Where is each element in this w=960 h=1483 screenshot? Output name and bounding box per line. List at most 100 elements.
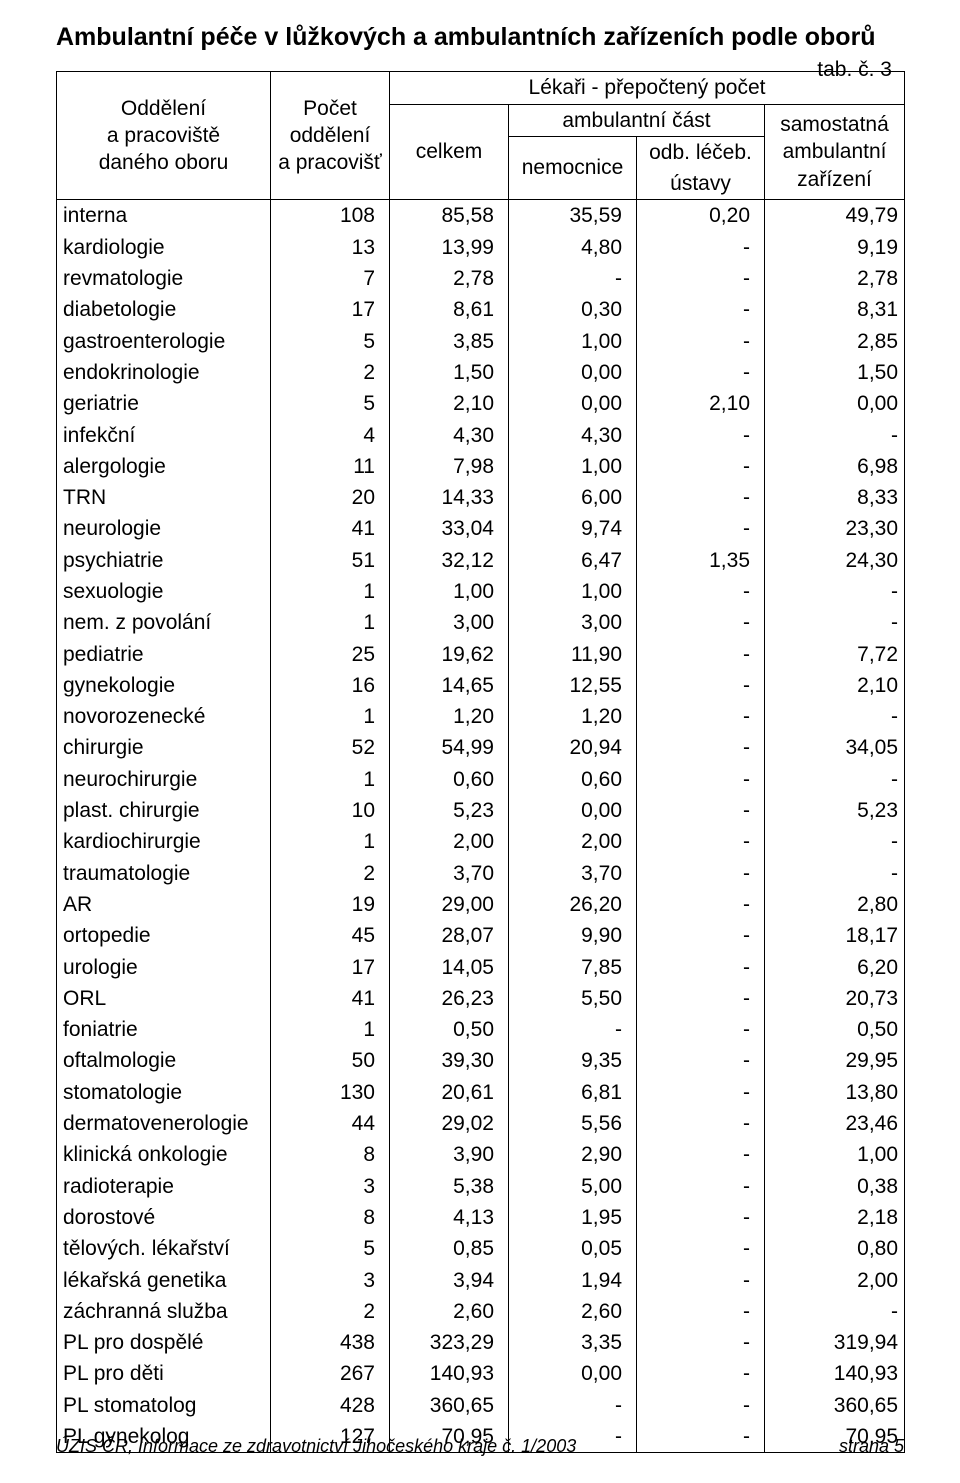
row-label: foniatrie	[57, 1014, 271, 1045]
row-value: 3,00	[509, 607, 637, 638]
row-value: -	[637, 1108, 765, 1139]
row-value: 0,00	[509, 795, 637, 826]
row-value: 1,50	[765, 357, 905, 388]
row-value: 20,61	[390, 1077, 509, 1108]
row-label: klinická onkologie	[57, 1139, 271, 1170]
row-value: 2,10	[765, 670, 905, 701]
row-value: -	[637, 764, 765, 795]
table-row: infekční44,304,30--	[57, 420, 905, 451]
row-value: 1,00	[509, 451, 637, 482]
table-row: kardiochirurgie12,002,00--	[57, 826, 905, 857]
row-value: 0,50	[390, 1014, 509, 1045]
row-value: 1	[271, 607, 390, 638]
row-value: 0,60	[509, 764, 637, 795]
table-row: záchranná služba22,602,60--	[57, 1296, 905, 1327]
row-value: 3	[271, 1171, 390, 1202]
row-value: -	[637, 232, 765, 263]
row-value: -	[637, 513, 765, 544]
row-value: 1,94	[509, 1265, 637, 1296]
row-value: 0,00	[509, 357, 637, 388]
row-value: -	[509, 1390, 637, 1421]
row-value: 7,98	[390, 451, 509, 482]
row-label: PL pro děti	[57, 1358, 271, 1389]
row-value: 9,35	[509, 1045, 637, 1076]
row-label: kardiochirurgie	[57, 826, 271, 857]
row-value: -	[637, 1358, 765, 1389]
table-head: Oddělení a pracoviště daného oboru Počet…	[57, 72, 905, 200]
row-value: 0,80	[765, 1233, 905, 1264]
row-value: 3,00	[390, 607, 509, 638]
footer-right: strana 5	[839, 1436, 904, 1457]
table-row: neurochirurgie10,600,60--	[57, 764, 905, 795]
row-value: 24,30	[765, 545, 905, 576]
table-row: stomatologie13020,616,81-13,80	[57, 1077, 905, 1108]
table-row: tělových. lékařství50,850,05-0,80	[57, 1233, 905, 1264]
row-value: -	[765, 1296, 905, 1327]
row-value: 2	[271, 357, 390, 388]
row-value: 34,05	[765, 732, 905, 763]
row-value: -	[765, 607, 905, 638]
row-label: plast. chirurgie	[57, 795, 271, 826]
row-value: 4,80	[509, 232, 637, 263]
row-value: 6,20	[765, 952, 905, 983]
row-value: -	[637, 889, 765, 920]
row-value: 39,30	[390, 1045, 509, 1076]
row-value: -	[637, 326, 765, 357]
row-value: 7	[271, 263, 390, 294]
row-value: 20	[271, 482, 390, 513]
row-label: TRN	[57, 482, 271, 513]
header-col0: Oddělení a pracoviště daného oboru	[57, 72, 271, 200]
row-value: 20,94	[509, 732, 637, 763]
row-value: 5,50	[509, 983, 637, 1014]
row-label: neurologie	[57, 513, 271, 544]
row-value: -	[637, 294, 765, 325]
row-value: 3,94	[390, 1265, 509, 1296]
row-value: 33,04	[390, 513, 509, 544]
table-row: PL stomatolog428360,65--360,65	[57, 1390, 905, 1421]
row-value: 2,00	[509, 826, 637, 857]
row-value: 2,10	[390, 388, 509, 419]
row-value: 18,17	[765, 920, 905, 951]
row-value: 11,90	[509, 639, 637, 670]
row-value: 44	[271, 1108, 390, 1139]
row-label: infekční	[57, 420, 271, 451]
row-value: 4	[271, 420, 390, 451]
row-value: -	[765, 858, 905, 889]
row-value: 0,00	[509, 388, 637, 419]
row-value: 23,46	[765, 1108, 905, 1139]
row-value: 3,70	[509, 858, 637, 889]
header-samo-l2: ambulantní	[783, 140, 887, 163]
row-value: -	[637, 357, 765, 388]
row-value: 1,50	[390, 357, 509, 388]
table-row: dermatovenerologie4429,025,56-23,46	[57, 1108, 905, 1139]
table-row: kardiologie1313,994,80-9,19	[57, 232, 905, 263]
table-row: ORL4126,235,50-20,73	[57, 983, 905, 1014]
row-label: pediatrie	[57, 639, 271, 670]
row-label: chirurgie	[57, 732, 271, 763]
row-value: 140,93	[765, 1358, 905, 1389]
table-row: dorostové84,131,95-2,18	[57, 1202, 905, 1233]
row-value: 6,00	[509, 482, 637, 513]
data-table: Oddělení a pracoviště daného oboru Počet…	[56, 71, 905, 1453]
row-value: 8,31	[765, 294, 905, 325]
row-value: 17	[271, 294, 390, 325]
row-value: 6,98	[765, 451, 905, 482]
row-value: -	[637, 1327, 765, 1358]
page-title: Ambulantní péče v lůžkových a ambulantní…	[56, 22, 904, 53]
table-row: klinická onkologie83,902,90-1,00	[57, 1139, 905, 1170]
table-row: foniatrie10,50--0,50	[57, 1014, 905, 1045]
header-celkem: celkem	[390, 104, 509, 200]
row-value: 0,20	[637, 200, 765, 232]
header-col1-l3: a pracovišť	[278, 151, 382, 174]
row-value: 14,05	[390, 952, 509, 983]
row-value: 5,56	[509, 1108, 637, 1139]
row-label: PL stomatolog	[57, 1390, 271, 1421]
table-row: radioterapie35,385,00-0,38	[57, 1171, 905, 1202]
table-row: PL pro dospělé438323,293,35-319,94	[57, 1327, 905, 1358]
header-ustavy: ústavy	[637, 168, 765, 200]
header-col0-l3: daného oboru	[99, 151, 229, 174]
row-value: 28,07	[390, 920, 509, 951]
row-value: -	[765, 420, 905, 451]
row-value: 52	[271, 732, 390, 763]
row-value: -	[765, 701, 905, 732]
